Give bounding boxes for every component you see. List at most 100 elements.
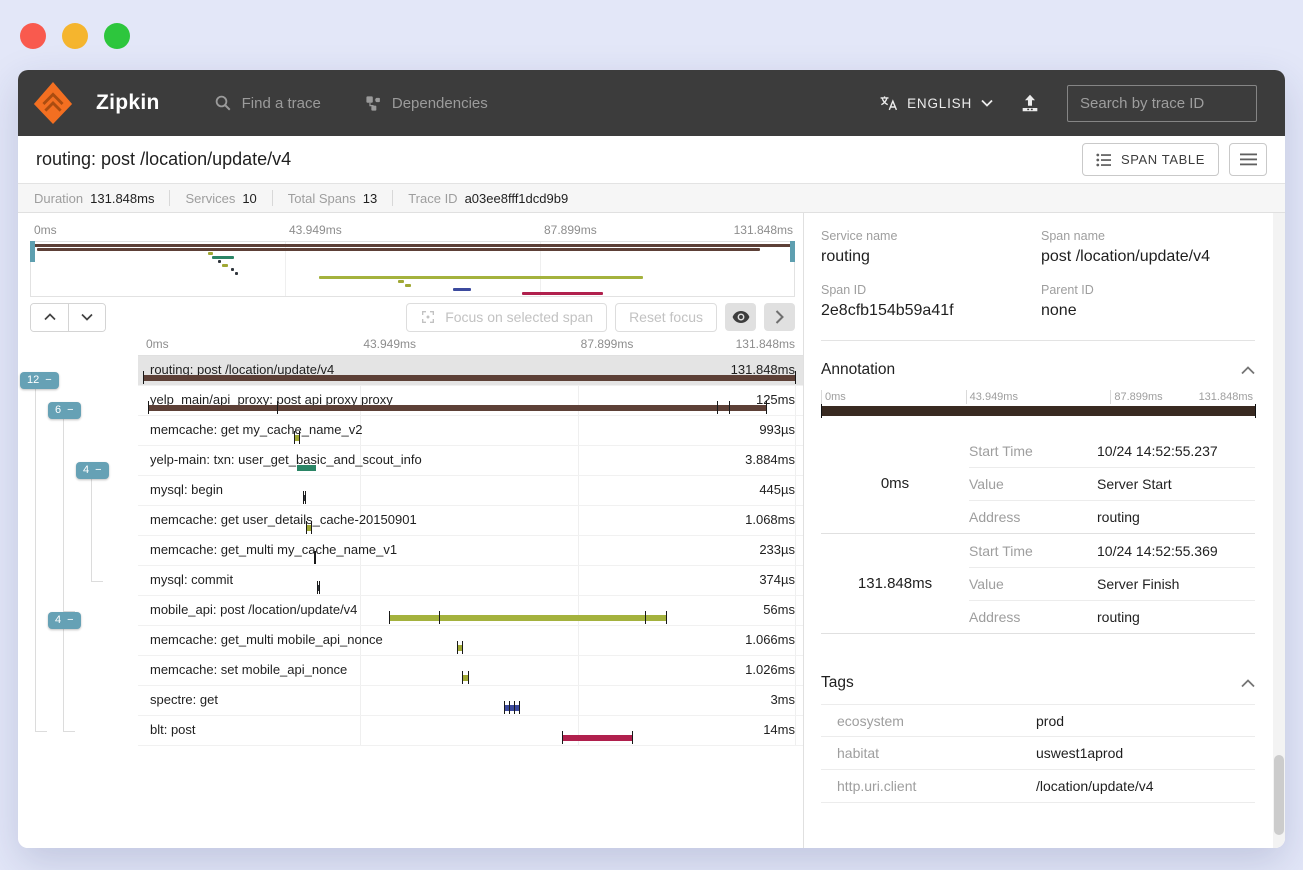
timeline-controls: Focus on selected span Reset focus	[18, 297, 803, 335]
page-title: routing: post /location/update/v4	[36, 149, 292, 169]
nav-find-a-trace[interactable]: Find a trace	[214, 94, 321, 112]
span-annotation-tick	[438, 611, 440, 624]
close-window-button[interactable]	[20, 23, 46, 49]
span-row[interactable]: blt: post 14ms	[138, 716, 803, 746]
span-row-duration: 131.848ms	[730, 362, 795, 377]
tag-key: http.uri.client	[837, 778, 917, 794]
tag-row: ecosystem prod	[821, 704, 1255, 737]
span-row-label: routing: post /location/update/v4	[150, 362, 335, 377]
minimap-span-bar	[36, 248, 761, 251]
annotation-group: 131.848ms Start Time 10/24 14:52:55.369 Val…	[821, 534, 1255, 634]
trace-menu-button[interactable]	[1229, 143, 1267, 176]
tags-section-header: Tags	[821, 674, 1255, 692]
scrollbar-thumb[interactable]	[1274, 755, 1284, 835]
nav-dependencies-label: Dependencies	[391, 94, 488, 112]
chevron-up-icon	[1241, 678, 1255, 687]
span-row-duration: 374µs	[759, 572, 795, 587]
span-row[interactable]: spectre: get 3ms	[138, 686, 803, 716]
badge-minus-icon: −	[67, 404, 74, 416]
collapse-children-badge[interactable]: 6−	[48, 402, 81, 419]
collapse-row-button[interactable]	[31, 303, 68, 331]
expand-row-button[interactable]	[68, 303, 105, 331]
minimap[interactable]: 0ms 43.949ms 87.899ms 131.848ms	[30, 221, 795, 297]
tags-collapse-button[interactable]	[1241, 678, 1255, 688]
span-annotation-tick	[302, 491, 304, 504]
span-row[interactable]: memcache: set mobile_api_nonce 1.026ms	[138, 656, 803, 686]
minimap-span-bar	[318, 276, 643, 279]
search-icon	[215, 95, 231, 111]
focus-selected-span-button[interactable]: Focus on selected span	[406, 302, 608, 332]
window-controls	[20, 23, 130, 49]
annotation-row: Address routing	[969, 500, 1255, 533]
span-annotation-tick	[467, 671, 469, 684]
minimize-window-button[interactable]	[62, 23, 88, 49]
badge-count: 6	[55, 404, 62, 416]
tag-row: habitat uswest1aprod	[821, 737, 1255, 770]
span-annotation-tick	[293, 431, 295, 444]
language-selector[interactable]: ENGLISH	[879, 94, 993, 113]
span-row-duration: 1.066ms	[745, 632, 795, 647]
span-row[interactable]: memcache: get my_cache_name_v2 993µs	[138, 416, 803, 446]
focus-icon	[422, 311, 435, 323]
tree-connector-elbow	[35, 731, 47, 732]
span-row-label: mysql: begin	[150, 482, 223, 497]
annotation-row-value: Server Start	[1097, 476, 1172, 492]
collapse-panel-button[interactable]	[764, 303, 795, 331]
span-table-button[interactable]: SPAN TABLE	[1081, 143, 1219, 176]
span-annotation-tick	[518, 701, 520, 714]
span-row[interactable]: memcache: get user_details_cache-2015090…	[138, 506, 803, 536]
minimap-tick-label: 43.949ms	[289, 223, 342, 237]
collapse-children-badge[interactable]: 4−	[48, 612, 81, 629]
stat-value: 13	[362, 190, 378, 206]
span-row[interactable]: yelp-main: txn: user_get_basic_and_scout…	[138, 446, 803, 476]
span-annotation-tick	[388, 611, 390, 624]
maximize-window-button[interactable]	[104, 23, 130, 49]
panel-scrollbar[interactable]	[1273, 213, 1285, 848]
annotation-row-label: Start Time	[969, 542, 1033, 559]
axis-tick-label: 0ms	[146, 337, 169, 351]
annotation-gridline	[821, 390, 822, 404]
annotation-row: Start Time 10/24 14:52:55.369	[969, 534, 1255, 567]
annotation-time: 0ms	[880, 475, 910, 492]
span-row-duration: 445µs	[759, 482, 795, 497]
annotation-time: 131.848ms	[857, 575, 933, 592]
minimap-graph[interactable]	[30, 241, 795, 297]
span-row-duration: 3.884ms	[745, 452, 795, 467]
span-row[interactable]: routing: post /location/update/v4 131.848…	[138, 356, 803, 386]
chevron-down-icon	[981, 99, 993, 107]
span-annotation-tick	[665, 611, 667, 624]
span-row[interactable]: memcache: get_multi my_cache_name_v1 233µ…	[138, 536, 803, 566]
zipkin-window: Zipkin Find a trace Dependencies	[18, 70, 1285, 848]
minimap-right-handle[interactable]	[790, 241, 795, 262]
span-annotation-tick	[318, 581, 320, 594]
trace-timeline-panel: 0ms 43.949ms 87.899ms 131.848ms	[18, 213, 803, 848]
span-row[interactable]: yelp_main/api_proxy: post api proxy prox…	[138, 386, 803, 416]
tag-row: http.uri.client/location/update/v4	[821, 770, 1255, 803]
span-rows: routing: post /location/update/v4 131.848…	[18, 356, 803, 746]
badge-count: 4	[83, 464, 90, 476]
main-nav: Find a trace Dependencies	[214, 94, 488, 112]
upload-icon[interactable]	[1019, 92, 1041, 114]
toggle-visibility-button[interactable]	[725, 303, 756, 331]
trace-id-search-input[interactable]	[1067, 84, 1257, 122]
annotation-tick-label: 131.848ms	[1198, 391, 1253, 403]
minimap-time-labels: 0ms 43.949ms 87.899ms 131.848ms	[30, 221, 795, 241]
span-annotation-tick	[298, 431, 300, 444]
annotation-rows: Start Time 10/24 14:52:55.369 Value Server …	[969, 534, 1255, 633]
span-row[interactable]: mobile_api: post /location/update/v4 56ms	[138, 596, 803, 626]
reset-focus-button[interactable]: Reset focus	[615, 302, 717, 332]
collapse-children-badge[interactable]: 4−	[76, 462, 109, 479]
span-row[interactable]: mysql: commit 374µs	[138, 566, 803, 596]
span-annotation-tick	[147, 401, 149, 414]
tree-connector-line	[63, 629, 64, 731]
span-row[interactable]: memcache: get_multi mobile_api_nonce 1.06…	[138, 626, 803, 656]
span-row-duration: 3ms	[770, 692, 795, 707]
nav-dependencies[interactable]: Dependencies	[365, 94, 488, 112]
minimap-left-handle[interactable]	[30, 241, 35, 262]
span-row[interactable]: mysql: begin 445µs	[138, 476, 803, 506]
annotation-collapse-button[interactable]	[1241, 365, 1255, 375]
span-row-label: memcache: set mobile_api_nonce	[150, 662, 348, 677]
badge-count: 4	[55, 614, 62, 626]
collapse-children-badge[interactable]: 12−	[20, 372, 59, 389]
field-label: Parent ID	[1041, 283, 1094, 297]
